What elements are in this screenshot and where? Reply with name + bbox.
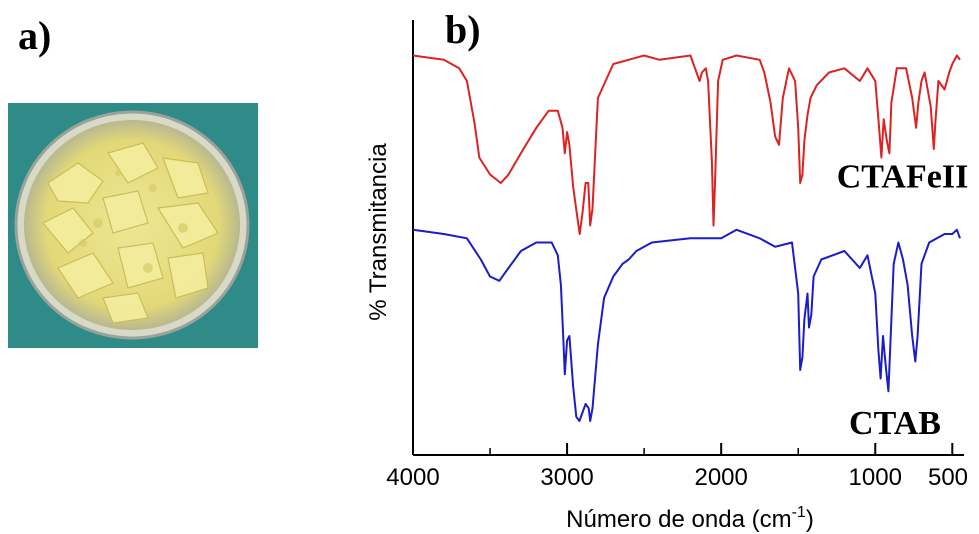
x-axis-title-main: Número de onda (cm [566, 506, 791, 533]
petri-dish-icon [8, 103, 258, 348]
plot-frame [412, 20, 964, 456]
x-axis-title-superscript: -1 [792, 504, 806, 521]
series-line-ctab [412, 228, 961, 422]
series-annotations: CTAFeII CTAB [837, 158, 969, 442]
x-axis-ticks [412, 443, 954, 455]
x-axis-tick-labels: 4000 3000 2000 1000 500 [386, 464, 968, 491]
x-axis-title-suffix: ) [806, 506, 814, 533]
sample-photo [8, 103, 258, 348]
y-axis-title: % Transmitancia [365, 143, 392, 321]
x-tick-label-1000: 1000 [849, 464, 902, 491]
series-line-ctafeii [412, 54, 961, 235]
panel-label-a: a) [18, 13, 52, 58]
x-tick-label-4000: 4000 [386, 464, 439, 491]
series-lines [412, 54, 961, 422]
series-annotation-ctafeii: CTAFeII [837, 158, 969, 195]
x-tick-label-3000: 3000 [540, 464, 593, 491]
x-axis-title: Número de onda (cm-1) [566, 504, 814, 533]
panel-label-b: b) [445, 7, 481, 52]
x-tick-label-2000: 2000 [694, 464, 747, 491]
x-tick-label-500: 500 [928, 464, 968, 491]
series-annotation-ctab: CTAB [849, 405, 941, 442]
